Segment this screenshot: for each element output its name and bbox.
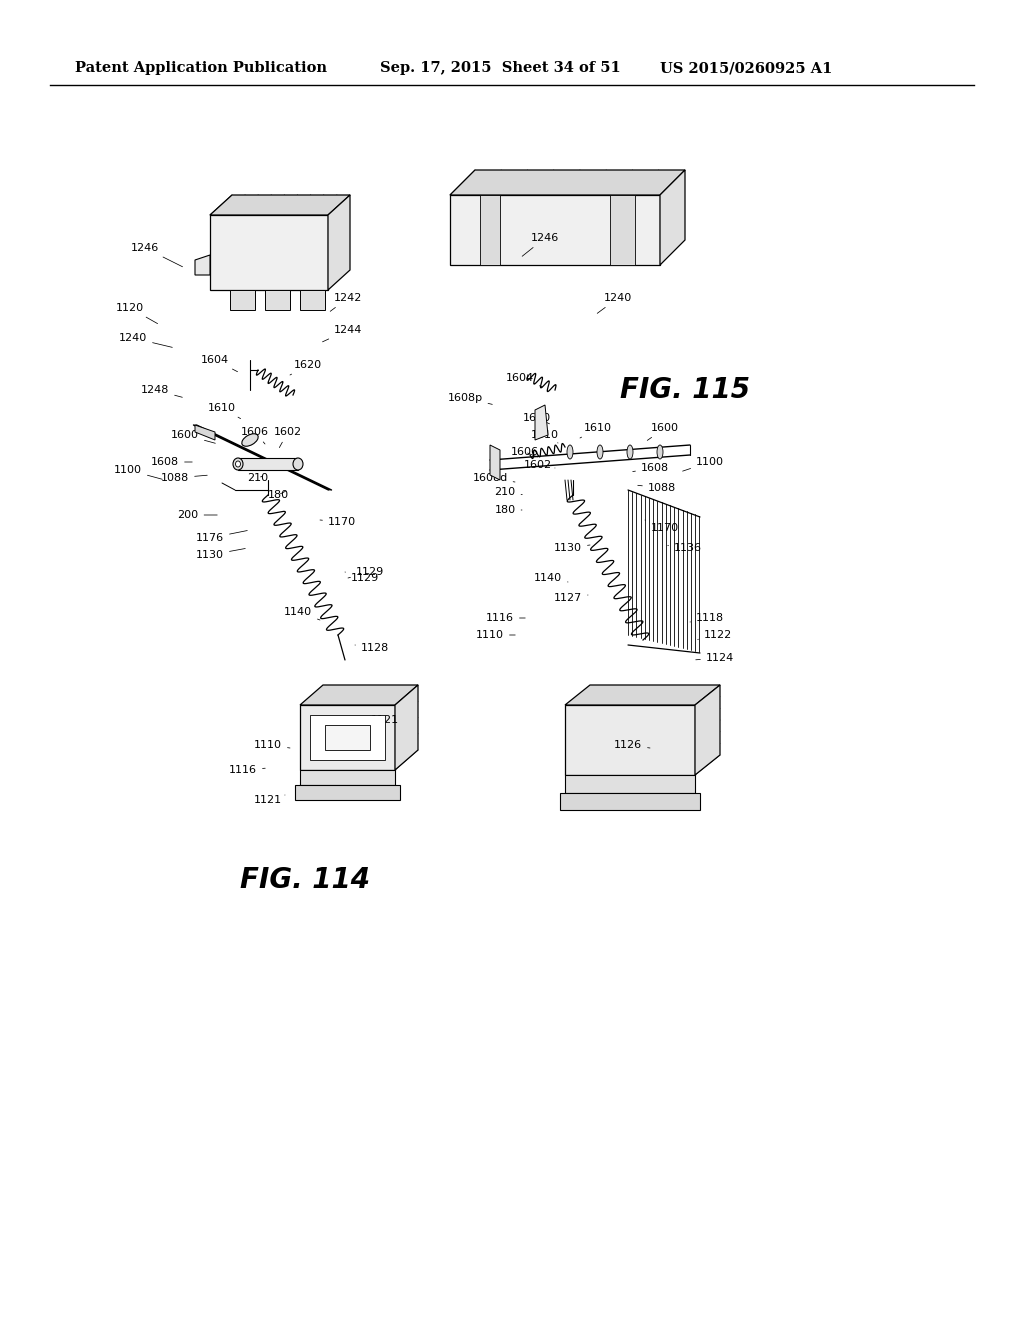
Polygon shape [238,458,298,470]
Ellipse shape [627,445,633,459]
Text: 1620: 1620 [523,413,551,424]
Text: 1116: 1116 [486,612,525,623]
Polygon shape [535,405,548,440]
Polygon shape [210,215,328,290]
Text: FIG. 114: FIG. 114 [240,866,370,894]
Text: 1100: 1100 [114,465,163,479]
Polygon shape [450,170,685,195]
Polygon shape [300,685,418,705]
Text: 1606: 1606 [241,426,269,444]
Polygon shape [565,775,695,793]
Text: 1110: 1110 [254,741,290,750]
Text: 1606: 1606 [511,447,539,457]
Text: 1246: 1246 [522,234,559,256]
Text: 1240: 1240 [597,293,632,313]
Text: 1176: 1176 [196,531,247,543]
Ellipse shape [242,434,258,446]
Text: FIG. 115: FIG. 115 [620,376,750,404]
Text: 1129: 1129 [345,572,379,583]
Text: 1140: 1140 [284,607,319,620]
Text: 1118: 1118 [690,612,724,623]
Polygon shape [565,685,720,705]
Text: 1248: 1248 [141,385,182,397]
Polygon shape [325,725,370,750]
Ellipse shape [567,445,573,459]
Ellipse shape [233,458,243,470]
Polygon shape [310,715,385,760]
Polygon shape [450,195,660,265]
Text: 1246: 1246 [131,243,182,267]
Polygon shape [265,290,290,310]
Polygon shape [300,290,325,310]
Text: 1116: 1116 [229,766,265,775]
Text: 210: 210 [495,487,522,498]
Polygon shape [660,170,685,265]
Text: 1129: 1129 [348,568,384,578]
Text: 1608: 1608 [151,457,193,467]
Text: 200: 200 [177,510,217,520]
Text: 1620: 1620 [290,360,323,375]
Polygon shape [210,195,350,215]
Text: 1608d: 1608d [472,473,515,483]
Ellipse shape [293,458,303,470]
Text: 1604: 1604 [201,355,238,372]
Text: 1136: 1136 [668,543,702,553]
Polygon shape [695,685,720,775]
Polygon shape [395,685,418,770]
Text: 1121: 1121 [254,795,285,805]
Text: 1604: 1604 [506,374,543,387]
Ellipse shape [236,461,241,467]
Polygon shape [490,445,500,480]
Text: 1610: 1610 [208,403,241,418]
Text: 1128: 1128 [355,643,389,653]
Text: 1100: 1100 [683,457,724,471]
Text: 1127: 1127 [554,593,588,603]
Text: 1126: 1126 [614,741,650,750]
Text: 1240: 1240 [119,333,172,347]
Text: 1120: 1120 [116,304,158,323]
Text: 1600: 1600 [171,430,215,444]
Text: 180: 180 [267,490,289,500]
Polygon shape [560,793,700,810]
Text: 1140: 1140 [534,573,568,583]
Text: 1122: 1122 [697,630,732,640]
Polygon shape [610,195,635,265]
Text: 1602: 1602 [274,426,302,447]
Text: 1244: 1244 [323,325,362,342]
Text: 1610: 1610 [531,430,559,444]
Polygon shape [230,290,255,310]
Text: 1170: 1170 [645,520,679,533]
Polygon shape [328,195,350,290]
Text: 1130: 1130 [554,543,590,553]
Text: 1610: 1610 [580,422,612,438]
Text: Patent Application Publication: Patent Application Publication [75,61,327,75]
Text: 1608p: 1608p [447,393,493,404]
Text: 1608: 1608 [633,463,669,473]
Polygon shape [195,425,215,440]
Text: 1130: 1130 [196,549,246,560]
Text: 1242: 1242 [330,293,362,312]
Polygon shape [565,705,695,775]
Polygon shape [195,255,210,275]
Text: 180: 180 [495,506,522,515]
Text: 1170: 1170 [319,517,356,527]
Polygon shape [300,705,395,770]
Polygon shape [295,785,400,800]
Ellipse shape [597,445,603,459]
Text: 1124: 1124 [695,653,734,663]
Polygon shape [480,195,500,265]
Ellipse shape [657,445,663,459]
Text: 210: 210 [248,473,268,483]
Text: US 2015/0260925 A1: US 2015/0260925 A1 [660,61,833,75]
Text: Sep. 17, 2015  Sheet 34 of 51: Sep. 17, 2015 Sheet 34 of 51 [380,61,621,75]
Text: 1121: 1121 [371,715,399,731]
Text: 1600: 1600 [647,422,679,441]
Text: 1602: 1602 [524,459,555,470]
Text: 1088: 1088 [638,483,676,492]
Text: 1088: 1088 [161,473,207,483]
Polygon shape [300,770,395,785]
Text: 1110: 1110 [476,630,515,640]
